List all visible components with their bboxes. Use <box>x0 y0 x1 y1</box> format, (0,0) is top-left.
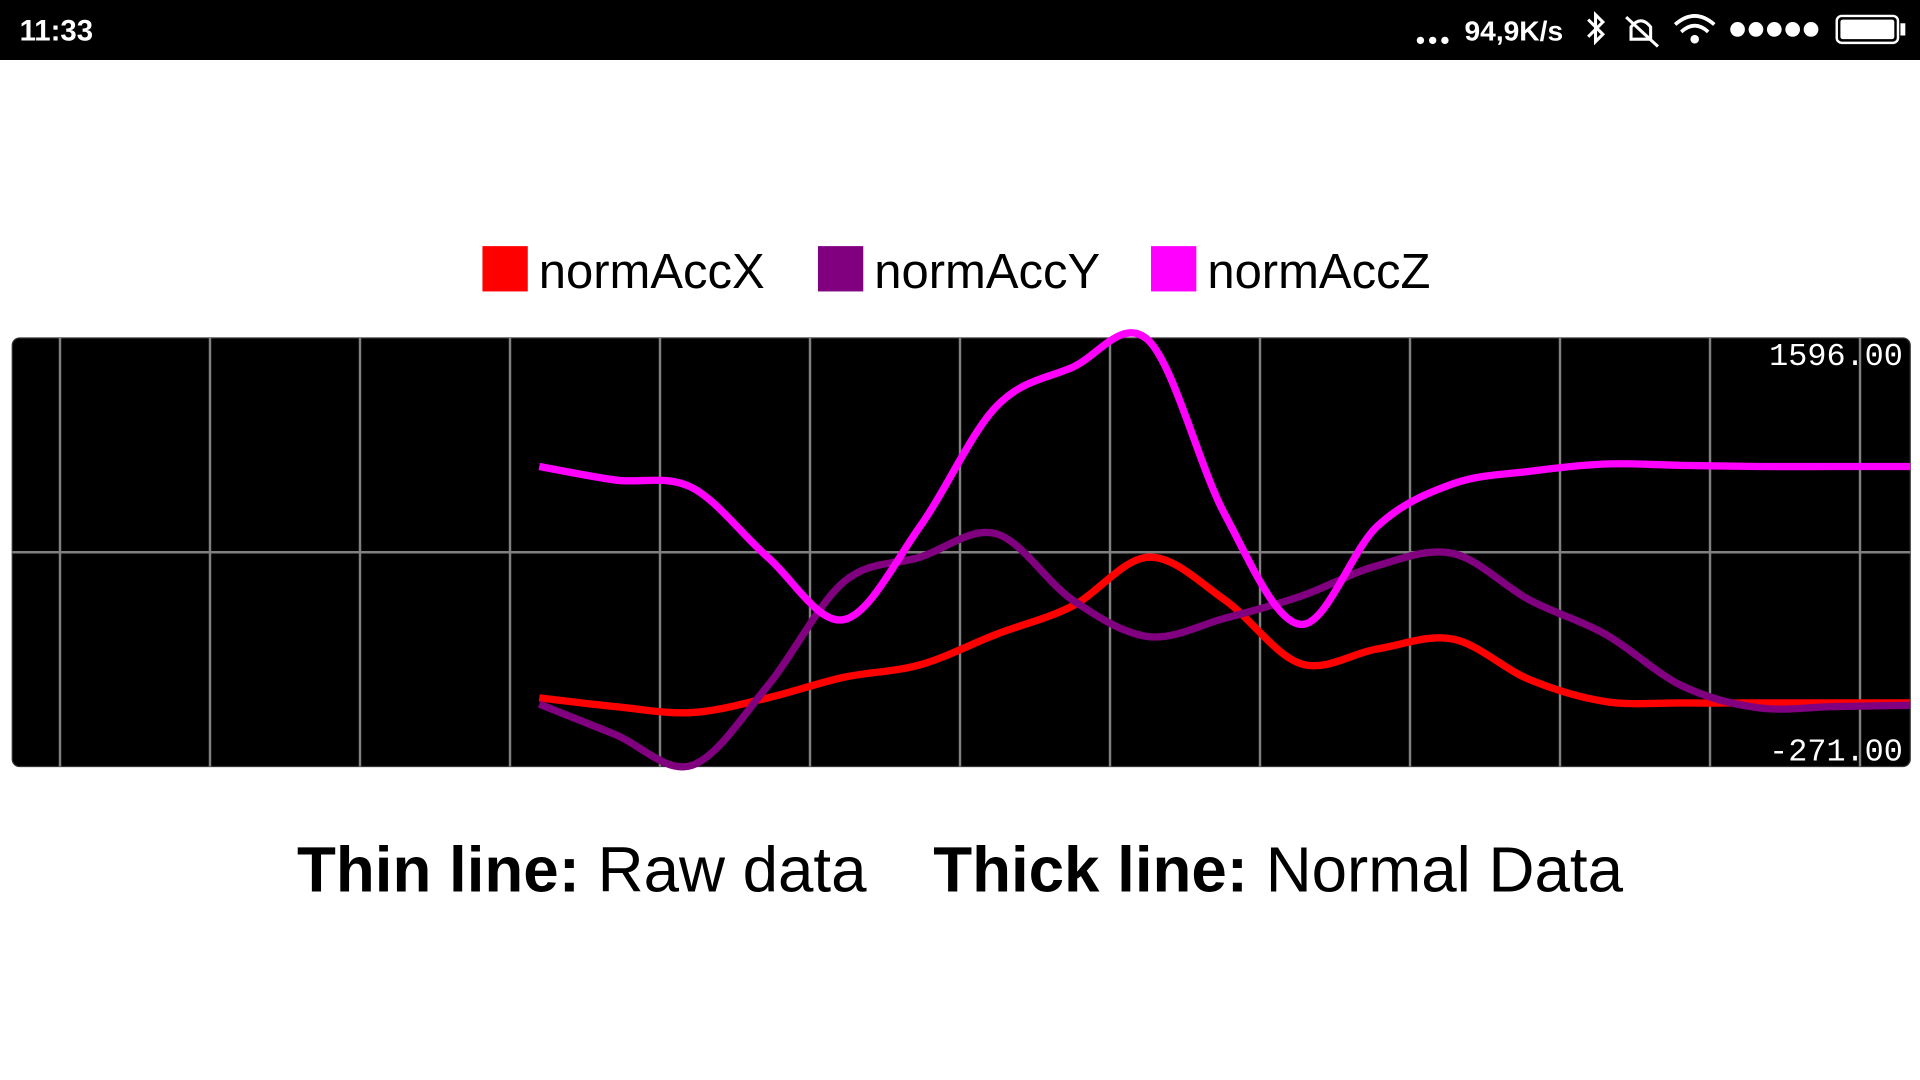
thick-text: Normal Data <box>1266 834 1624 905</box>
y-tick-label: -271.00 <box>1769 734 1903 770</box>
legend-label: normAccX <box>539 245 765 299</box>
dots-icon <box>1416 36 1449 45</box>
signal-icon <box>1730 22 1819 37</box>
status-speed: 94,9K/s <box>1465 15 1564 46</box>
battery-icon <box>1835 14 1906 45</box>
legend-swatch <box>817 246 864 292</box>
thin-label: Thin line: <box>297 834 580 905</box>
status-time: 11:33 <box>20 14 94 47</box>
thick-label: Thick line: <box>933 834 1248 905</box>
grid <box>12 337 1911 767</box>
y-tick-label: 1596.00 <box>1769 339 1903 375</box>
content: 11:33 94,9K/s Thin line: Raw data Thick … <box>0 0 1920 905</box>
legend-label: normAccY <box>874 245 1100 299</box>
series-line <box>538 329 1911 629</box>
series-line <box>538 553 1911 717</box>
wifi-icon <box>1673 14 1716 44</box>
bluetooth-icon <box>1587 10 1606 46</box>
legend-label: normAccZ <box>1207 245 1430 299</box>
legend-swatch <box>482 246 528 292</box>
thin-text: Raw data <box>598 834 868 905</box>
legend-swatch <box>1151 246 1197 292</box>
footer: Thin line: Raw data Thick line: Normal D… <box>297 834 1624 905</box>
series-line <box>537 528 1911 771</box>
silent-icon <box>1625 16 1660 48</box>
